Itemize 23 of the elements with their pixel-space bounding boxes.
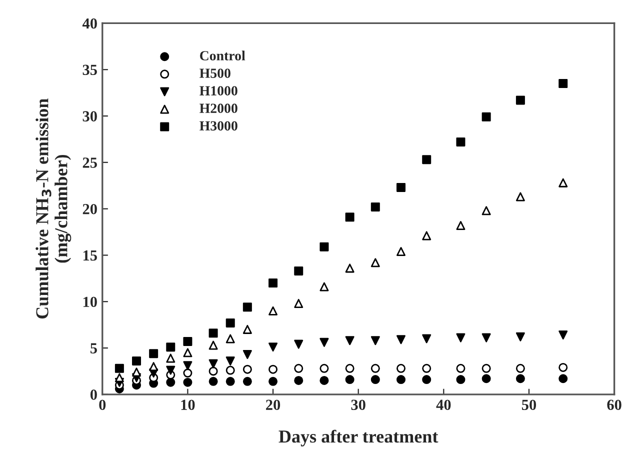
x-tick-label: 60 [607,400,622,410]
x-axis-title: Days after treatment [278,430,438,446]
x-tick-label: 20 [266,400,280,410]
legend-label: H1000 [200,86,238,96]
x-tick-label: 50 [522,400,536,410]
y-tick-label: 10 [83,296,97,308]
x-tick-label: 40 [436,400,451,410]
x-tick-label: 30 [351,400,366,410]
legend-label: Control [200,50,246,60]
x-tick-label: 0 [99,400,106,410]
legend-label: H3000 [200,121,238,131]
x-tick-label: 10 [181,400,195,410]
y-axis-title: Cumulative NH$_{3}$-N emission (mg/chamber) [36,98,72,319]
y-tick-label: 0 [90,390,97,400]
legend-label: H500 [200,68,230,78]
y-tick-label: 40 [82,18,97,29]
legend-label: H2000 [200,104,238,114]
y-tick-label: 15 [83,250,97,261]
y-tick-label: 30 [82,111,97,122]
y-tick-label: 35 [82,64,97,76]
y-tick-label: 20 [82,204,97,214]
y-tick-label: 5 [90,343,97,354]
y-tick-label: 25 [82,158,97,168]
